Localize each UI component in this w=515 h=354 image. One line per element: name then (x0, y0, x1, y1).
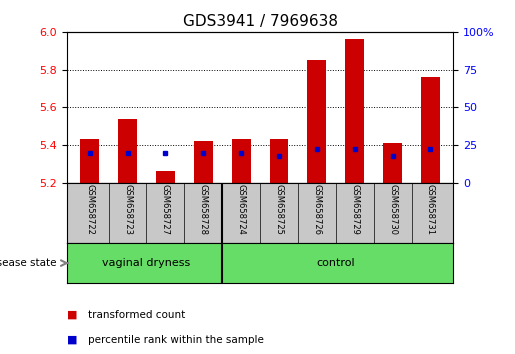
Text: GSM658722: GSM658722 (85, 184, 94, 235)
Bar (307, 60, 327, 183)
Text: vaginal dryness: vaginal dryness (102, 258, 191, 268)
Text: GSM658726: GSM658726 (313, 184, 321, 235)
Text: percentile rank within the sample: percentile rank within the sample (88, 335, 264, 345)
Bar (345, 39, 364, 183)
Text: GSM658731: GSM658731 (426, 184, 435, 235)
Bar (232, 139, 251, 183)
Bar (156, 171, 175, 183)
Bar (194, 141, 213, 183)
Text: control: control (317, 258, 355, 268)
Text: ■: ■ (67, 335, 77, 345)
Bar (118, 119, 137, 183)
Text: GSM658725: GSM658725 (274, 184, 284, 235)
Bar (269, 139, 288, 183)
Text: GSM658724: GSM658724 (236, 184, 246, 235)
Title: GDS3941 / 7969638: GDS3941 / 7969638 (183, 14, 337, 29)
Text: GSM658723: GSM658723 (123, 184, 132, 235)
Bar (383, 143, 402, 183)
Text: GSM658727: GSM658727 (161, 184, 170, 235)
Bar (80, 139, 99, 183)
Text: transformed count: transformed count (88, 310, 185, 320)
Text: disease state: disease state (0, 258, 57, 268)
Text: GSM658730: GSM658730 (388, 184, 397, 235)
Text: GSM658728: GSM658728 (199, 184, 208, 235)
Text: ■: ■ (67, 310, 77, 320)
Bar (421, 77, 440, 183)
Text: GSM658729: GSM658729 (350, 184, 359, 235)
